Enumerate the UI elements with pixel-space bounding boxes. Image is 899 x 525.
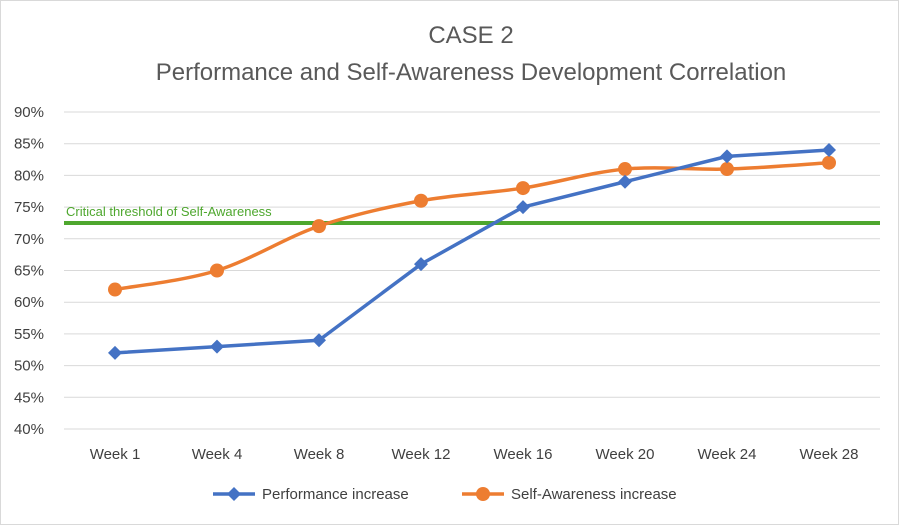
- legend: Performance increase Self-Awareness incre…: [213, 486, 677, 503]
- y-tick-label: 90%: [14, 104, 44, 121]
- series-group: [108, 143, 836, 360]
- x-tick-label: Week 28: [800, 446, 859, 463]
- performance-series-line: [113, 148, 831, 355]
- self-awareness-data-point: [210, 263, 224, 278]
- y-axis-ticks: 40% 45% 50% 55% 60% 65% 70% 75% 80% 85% 90%: [14, 104, 44, 438]
- performance-data-point: [822, 143, 836, 158]
- x-tick-label: Week 12: [392, 446, 451, 463]
- y-tick-label: 60%: [14, 294, 44, 311]
- self-awareness-data-point: [822, 155, 836, 170]
- x-tick-label: Week 8: [294, 446, 345, 463]
- self-awareness-data-point: [312, 219, 326, 234]
- chart-subtitle: Performance and Self-Awareness Developme…: [156, 59, 787, 86]
- self-awareness-series-line: [113, 160, 831, 292]
- performance-data-point: [210, 339, 224, 354]
- x-tick-label: Week 24: [698, 446, 757, 463]
- performance-data-point: [618, 174, 632, 189]
- y-tick-label: 45%: [14, 389, 44, 406]
- y-tick-label: 40%: [14, 421, 44, 438]
- legend-self-awareness-label: Self-Awareness increase: [511, 486, 677, 503]
- y-tick-label: 75%: [14, 199, 44, 216]
- y-tick-label: 50%: [14, 358, 44, 375]
- y-tick-label: 80%: [14, 167, 44, 184]
- performance-data-point: [312, 333, 326, 348]
- self-awareness-data-point: [414, 193, 428, 208]
- performance-data-point: [516, 200, 530, 215]
- threshold-line-group: Critical threshold of Self-Awareness: [64, 204, 880, 225]
- gridlines: [64, 111, 880, 430]
- performance-data-point: [720, 149, 734, 164]
- performance-data-point: [108, 345, 122, 360]
- x-tick-label: Week 4: [192, 446, 243, 463]
- performance-data-point: [414, 257, 428, 272]
- y-tick-label: 55%: [14, 326, 44, 343]
- y-tick-label: 65%: [14, 263, 44, 280]
- self-awareness-data-point: [108, 282, 122, 297]
- legend-performance-label: Performance increase: [262, 486, 409, 503]
- y-tick-label: 85%: [14, 136, 44, 153]
- threshold-label: Critical threshold of Self-Awareness: [66, 204, 272, 219]
- y-tick-label: 70%: [14, 231, 44, 248]
- x-tick-label: Week 1: [90, 446, 141, 463]
- self-awareness-data-point: [720, 162, 734, 177]
- x-tick-label: Week 20: [596, 446, 655, 463]
- legend-performance-marker: [227, 487, 241, 501]
- chart-title: CASE 2: [428, 22, 513, 49]
- self-awareness-data-point: [618, 162, 632, 177]
- x-axis-ticks: Week 1 Week 4 Week 8 Week 12 Week 16 Week 20 W…: [90, 446, 859, 463]
- x-tick-label: Week 16: [494, 446, 553, 463]
- legend-self-awareness-marker: [476, 487, 490, 501]
- self-awareness-data-point: [516, 181, 530, 196]
